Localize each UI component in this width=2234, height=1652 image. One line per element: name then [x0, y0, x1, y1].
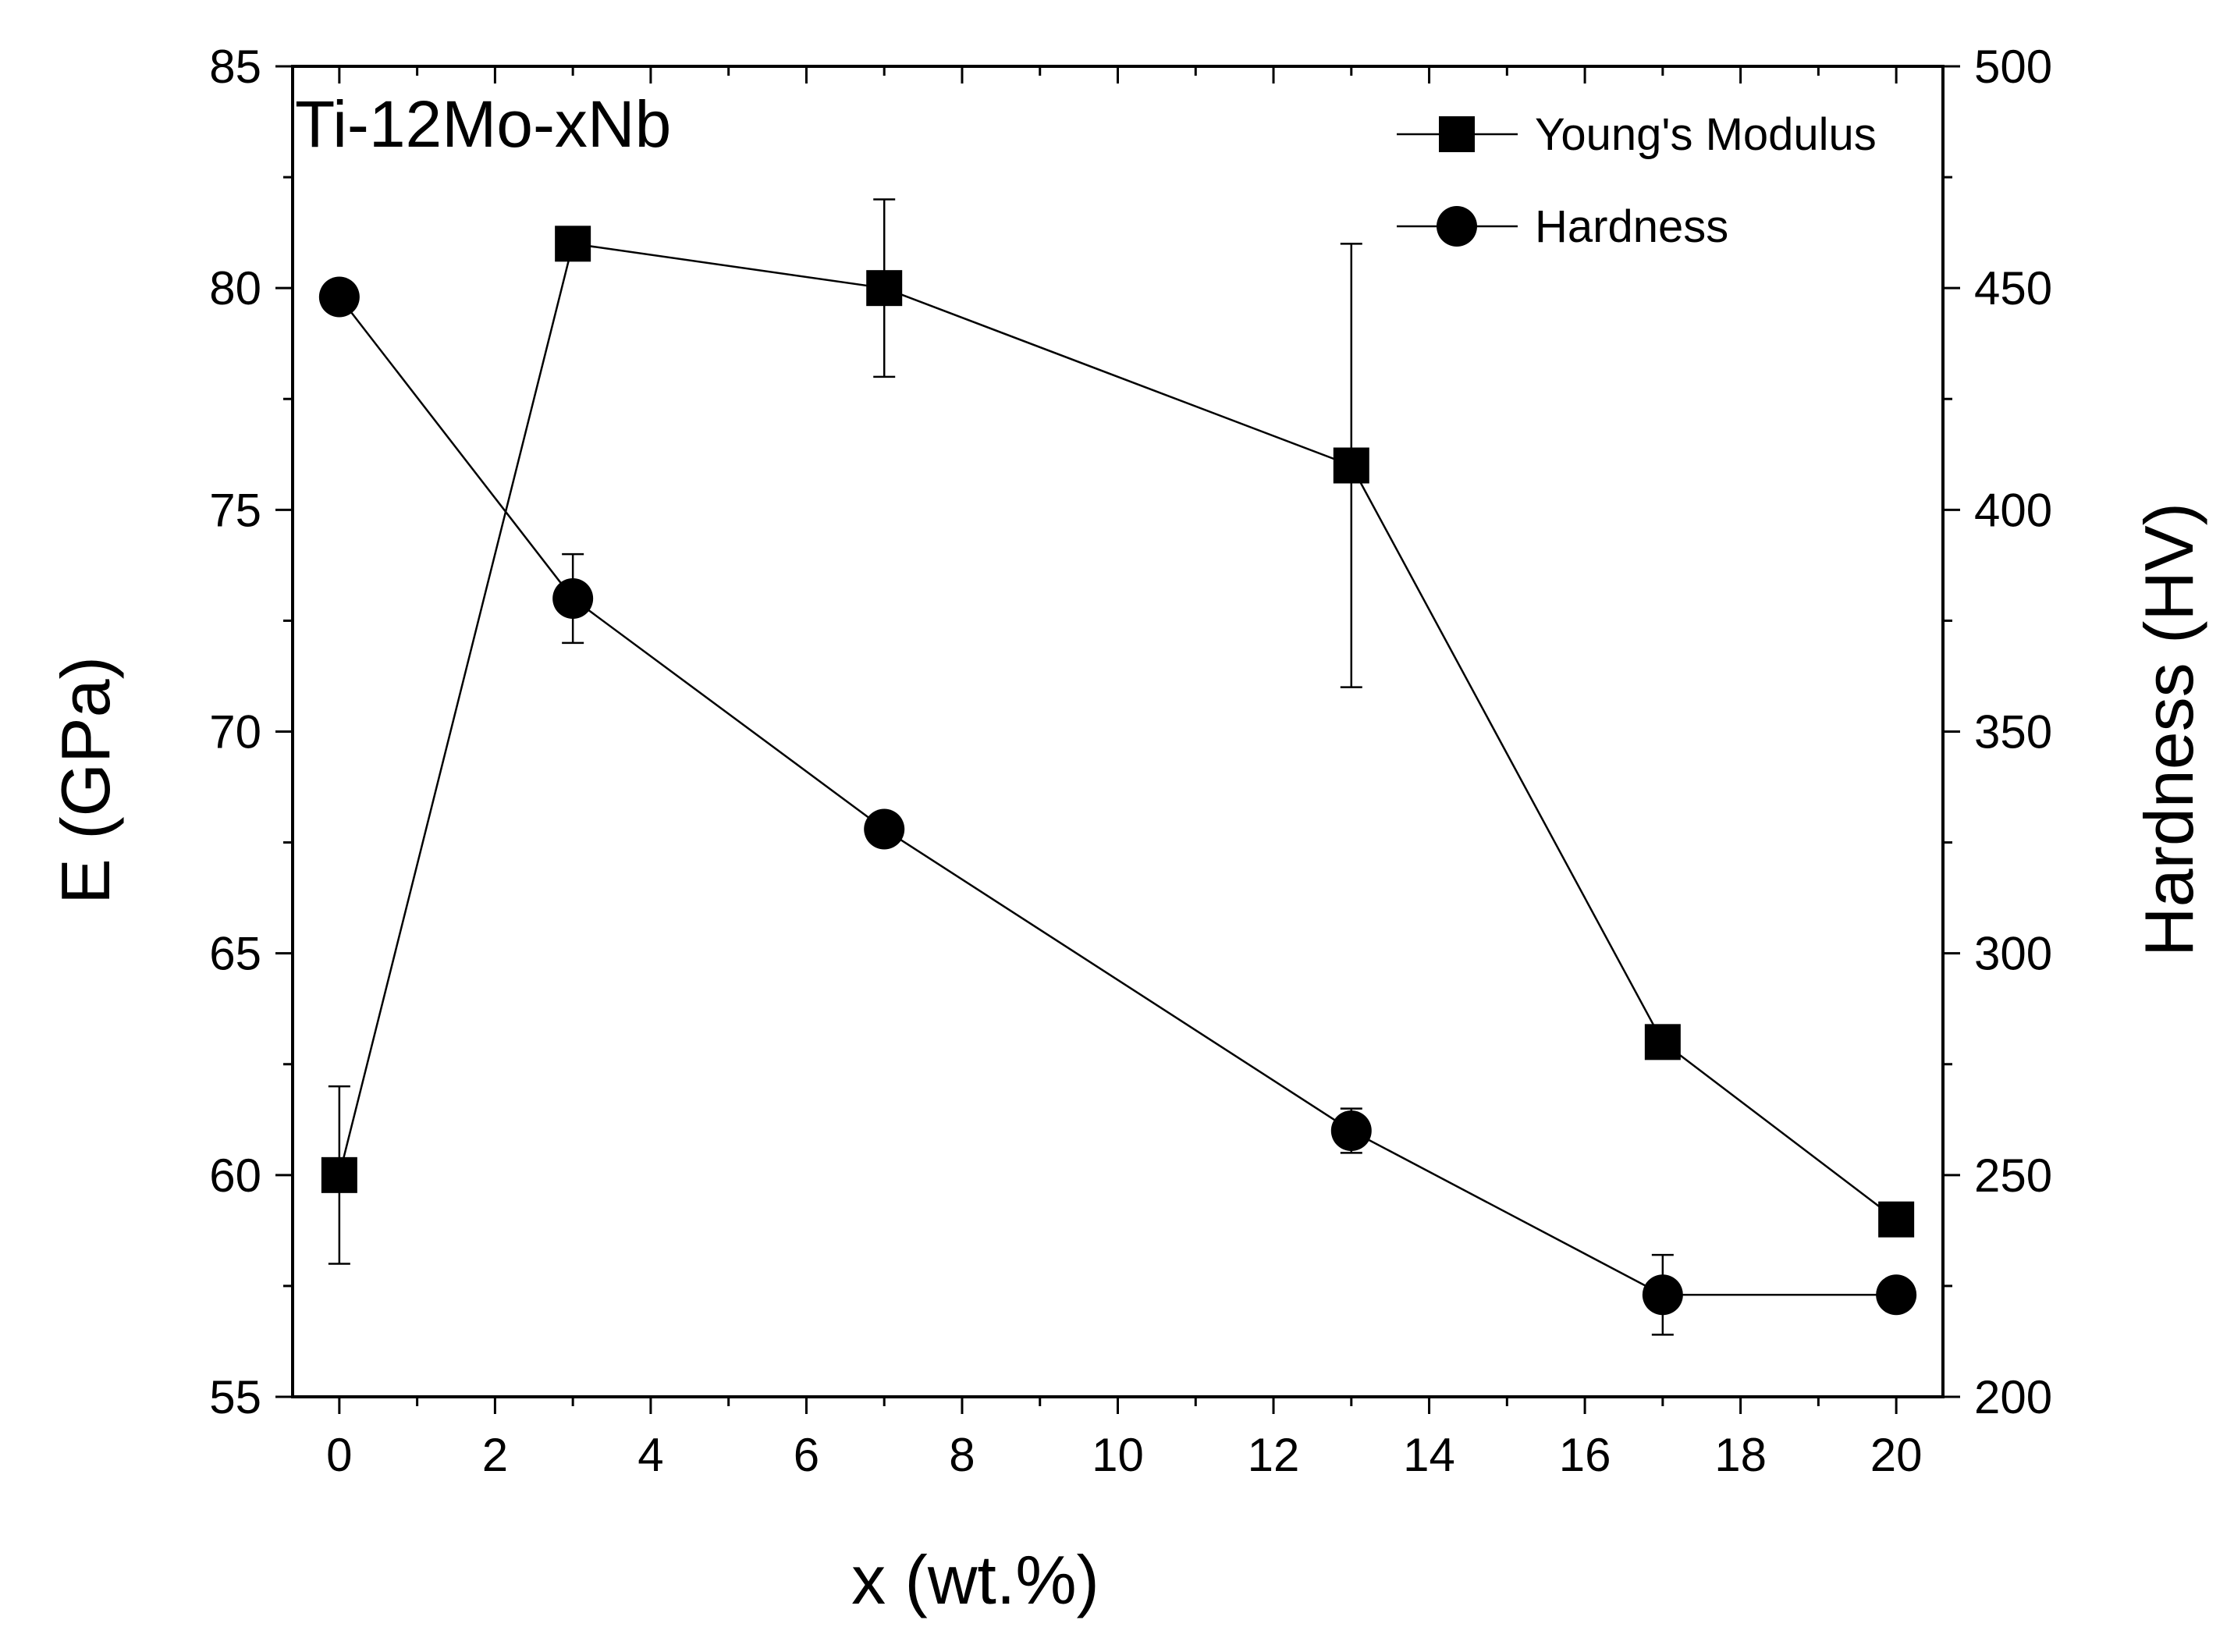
x-tick-label: 2: [482, 1429, 508, 1481]
y2-tick-label: 200: [1974, 1371, 2052, 1423]
data-point-hardness: [318, 276, 360, 318]
x-tick-label: 6: [794, 1429, 819, 1481]
series-line-young-s-modulus: [338, 242, 1897, 1220]
axes: [291, 65, 1945, 1398]
y-tick-label: 65: [209, 928, 261, 980]
y-tick-label: 55: [209, 1371, 261, 1423]
y-tick-label: 70: [209, 706, 261, 758]
data-point-hardness: [864, 808, 905, 850]
series-line-hardness: [338, 296, 1897, 1296]
y-tick-label: 85: [209, 41, 261, 93]
data-point-young-s-modulus: [555, 226, 591, 262]
data-point-young-s-modulus: [866, 270, 903, 307]
y-axis-title: E (GPa): [47, 656, 124, 904]
x-tick-label: 20: [1870, 1429, 1923, 1481]
x-tick-label: 18: [1714, 1429, 1767, 1481]
legend-marker-square-icon: [1439, 116, 1475, 152]
ticks: 0 2 4 6 8 10 12 14 16 18 20 55 60 65 70 75 80 85 200 250 300…: [209, 41, 2052, 1481]
x-tick-label: 10: [1092, 1429, 1144, 1481]
legend-label-hardness: Hardness: [1535, 201, 1728, 252]
plot-frame: [291, 65, 1945, 1398]
y2-tick-label: 350: [1974, 706, 2052, 758]
y2-tick-label: 300: [1974, 928, 2052, 980]
data-point-hardness: [1330, 1110, 1372, 1151]
data-point-hardness: [552, 578, 594, 619]
legend: Young's Modulus Hardness: [1397, 109, 1877, 252]
data-point-young-s-modulus: [1878, 1201, 1915, 1238]
y2-tick-label: 500: [1974, 41, 2052, 93]
y-tick-label: 60: [209, 1149, 261, 1202]
data-point-young-s-modulus: [321, 1156, 357, 1193]
x-tick-label: 0: [326, 1429, 352, 1481]
y2-axis-title: Hardness (HV): [2130, 503, 2207, 957]
legend-label-youngs-modulus: Young's Modulus: [1535, 109, 1877, 160]
x-tick-label: 16: [1559, 1429, 1611, 1481]
data-point-hardness: [1642, 1274, 1683, 1316]
legend-marker-circle-icon: [1437, 206, 1477, 247]
x-tick-label: 12: [1248, 1429, 1300, 1481]
y-tick-label: 80: [209, 262, 261, 314]
x-tick-label: 8: [949, 1429, 975, 1481]
x-tick-label: 4: [638, 1429, 663, 1481]
y2-tick-label: 250: [1974, 1149, 2052, 1202]
y2-tick-label: 400: [1974, 484, 2052, 536]
x-axis-title: x (wt.%): [851, 1541, 1099, 1618]
y-tick-label: 75: [209, 484, 261, 536]
series: [318, 198, 1917, 1336]
data-point-young-s-modulus: [1644, 1024, 1681, 1060]
x-tick-label: 14: [1403, 1429, 1455, 1481]
chart-annotation: Ti-12Mo-xNb: [295, 87, 671, 161]
data-point-hardness: [1876, 1274, 1917, 1316]
data-point-young-s-modulus: [1333, 447, 1369, 484]
y2-tick-label: 450: [1974, 262, 2052, 314]
